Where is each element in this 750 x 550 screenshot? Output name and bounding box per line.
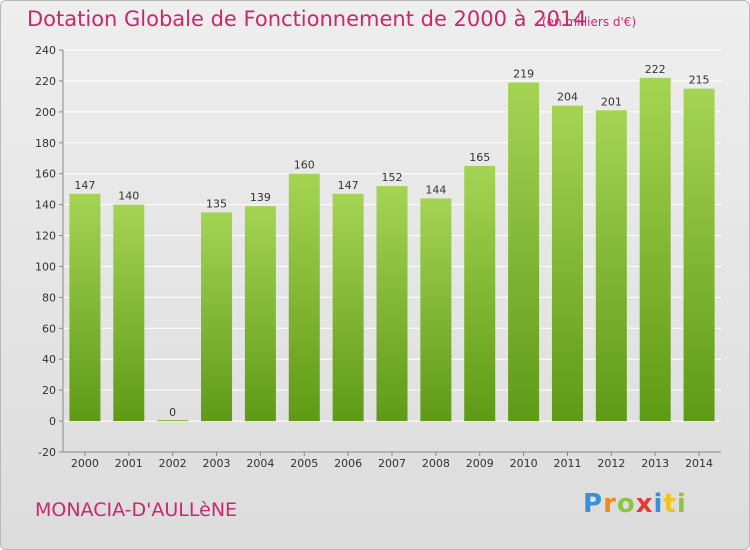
x-tick-label-2013: 2013 — [641, 457, 669, 470]
value-label-2011: 204 — [557, 91, 578, 104]
y-tick-label: 100 — [35, 260, 56, 273]
bar-2002 — [157, 420, 189, 422]
value-label-2007: 152 — [382, 171, 403, 184]
chart-subtitle: (en milliers d'€) — [542, 15, 637, 29]
commune-name: MONACIA-D'AULLèNE — [35, 499, 238, 521]
value-label-2000: 147 — [74, 179, 95, 192]
bar-layer — [69, 77, 715, 422]
y-tick-label: 140 — [35, 199, 56, 212]
x-tick-label-2007: 2007 — [378, 457, 406, 470]
x-tick-label-2014: 2014 — [685, 457, 713, 470]
value-label-2014: 215 — [689, 74, 710, 87]
bar-2001 — [113, 204, 145, 422]
y-tick-label: 80 — [42, 291, 56, 304]
value-label-2001: 140 — [118, 190, 139, 203]
x-tick-label-2004: 2004 — [246, 457, 274, 470]
y-tick-label: 220 — [35, 75, 56, 88]
y-tick-label: -20 — [38, 446, 56, 459]
y-tick-label: 180 — [35, 137, 56, 150]
value-label-2006: 147 — [338, 179, 359, 192]
y-tick-label: 120 — [35, 230, 56, 243]
value-label-2010: 219 — [513, 67, 534, 80]
bar-2005 — [288, 173, 320, 422]
bar-2009 — [464, 165, 496, 422]
axis-layer: -200204060801001201401601802002202402000… — [35, 44, 721, 470]
chart-title: Dotation Globale de Fonctionnement de 20… — [27, 7, 587, 31]
bar-2012 — [595, 110, 627, 422]
y-tick-label: 60 — [42, 322, 56, 335]
x-tick-label-2001: 2001 — [115, 457, 143, 470]
x-tick-label-2006: 2006 — [334, 457, 362, 470]
logo-letter: P — [583, 489, 604, 519]
logo-letter: i — [676, 489, 687, 519]
logo-letter: o — [616, 489, 636, 519]
y-tick-label: 240 — [35, 44, 56, 57]
bar-2011 — [551, 105, 583, 422]
proxiti-logo: Proxiti — [583, 489, 687, 519]
logo-letter: t — [663, 489, 677, 519]
logo-letter: i — [653, 489, 664, 519]
value-label-2008: 144 — [425, 183, 446, 196]
x-tick-label-2009: 2009 — [466, 457, 494, 470]
bar-2008 — [420, 198, 452, 422]
x-tick-label-2008: 2008 — [422, 457, 450, 470]
value-label-2004: 139 — [250, 191, 271, 204]
x-tick-label-2010: 2010 — [510, 457, 538, 470]
bar-2010 — [508, 82, 540, 422]
bar-2003 — [201, 212, 233, 422]
x-tick-label-2005: 2005 — [290, 457, 318, 470]
x-tick-label-2003: 2003 — [203, 457, 231, 470]
value-label-2005: 160 — [294, 159, 315, 172]
bar-2000 — [69, 193, 101, 422]
y-tick-label: 200 — [35, 106, 56, 119]
bar-2007 — [376, 186, 408, 422]
value-label-2002: 0 — [169, 406, 176, 419]
y-tick-label: 0 — [49, 415, 56, 428]
value-label-2013: 222 — [645, 63, 666, 76]
logo-letter: r — [603, 489, 617, 519]
logo-letter: x — [635, 489, 654, 519]
x-tick-label-2011: 2011 — [553, 457, 581, 470]
bar-2006 — [332, 193, 364, 422]
label-layer: 147 140 0 135 139 160 147 152 144 165 219 204 201 222… — [74, 63, 709, 419]
bar-2014 — [683, 88, 715, 422]
y-tick-label: 20 — [42, 384, 56, 397]
y-tick-label: 40 — [42, 353, 56, 366]
value-label-2003: 135 — [206, 197, 227, 210]
x-tick-label-2012: 2012 — [597, 457, 625, 470]
value-label-2012: 201 — [601, 95, 622, 108]
y-tick-label: 160 — [35, 168, 56, 181]
bar-2013 — [639, 77, 671, 422]
x-tick-label-2000: 2000 — [71, 457, 99, 470]
bar-2004 — [244, 206, 276, 422]
value-label-2009: 165 — [469, 151, 490, 164]
x-tick-label-2002: 2002 — [159, 457, 187, 470]
